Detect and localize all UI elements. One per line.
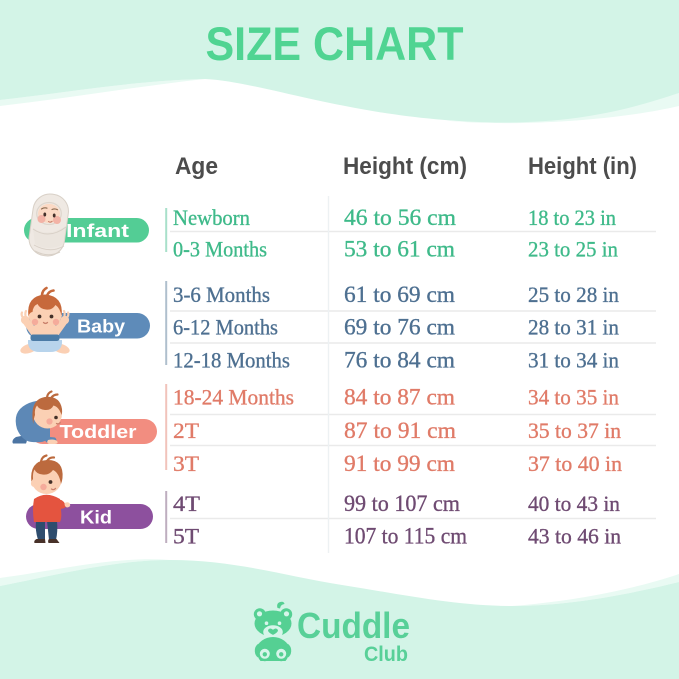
svg-text:18-24 Months: 18-24 Months <box>173 385 294 410</box>
svg-text:Infant: Infant <box>66 221 129 241</box>
svg-text:Newborn: Newborn <box>173 205 250 230</box>
svg-text:34 to 35 in: 34 to 35 in <box>528 385 619 410</box>
svg-text:46 to 56 cm: 46 to 56 cm <box>344 205 456 231</box>
svg-text:87 to 91 cm: 87 to 91 cm <box>344 418 456 444</box>
svg-text:Club: Club <box>364 643 408 666</box>
svg-text:43 to 46 in: 43 to 46 in <box>528 523 621 548</box>
svg-text:Height (cm): Height (cm) <box>343 153 467 180</box>
svg-text:23 to 25 in: 23 to 25 in <box>528 236 618 261</box>
svg-text:76 to 84 cm: 76 to 84 cm <box>344 348 455 374</box>
svg-text:0-3 Months: 0-3 Months <box>173 236 267 261</box>
svg-text:2T: 2T <box>173 418 199 443</box>
svg-text:31 to 34 in: 31 to 34 in <box>528 348 619 373</box>
svg-text:SIZE CHART: SIZE CHART <box>206 17 464 70</box>
svg-text:84 to 87 cm: 84 to 87 cm <box>344 385 455 411</box>
svg-text:35 to 37 in: 35 to 37 in <box>528 418 621 443</box>
svg-text:4T: 4T <box>173 491 200 516</box>
svg-text:28 to 31 in: 28 to 31 in <box>528 315 619 340</box>
svg-text:53 to 61 cm: 53 to 61 cm <box>344 236 455 262</box>
svg-text:Toddler: Toddler <box>60 422 137 442</box>
svg-text:61 to 69 cm: 61 to 69 cm <box>344 282 455 308</box>
svg-text:69 to 76 cm: 69 to 76 cm <box>344 315 455 341</box>
svg-text:3-6 Months: 3-6 Months <box>173 282 270 307</box>
svg-text:Kid: Kid <box>80 508 112 528</box>
svg-text:Cuddle: Cuddle <box>297 605 410 646</box>
svg-text:40 to 43 in: 40 to 43 in <box>528 491 620 516</box>
svg-text:18 to 23 in: 18 to 23 in <box>528 205 616 230</box>
svg-text:107 to 115 cm: 107 to 115 cm <box>344 523 467 549</box>
svg-text:Age: Age <box>175 153 218 180</box>
svg-text:6-12 Months: 6-12 Months <box>173 315 278 340</box>
svg-text:12-18 Months: 12-18 Months <box>173 348 290 373</box>
svg-text:25 to 28 in: 25 to 28 in <box>528 282 619 307</box>
svg-text:91 to 99 cm: 91 to 99 cm <box>344 451 455 477</box>
svg-text:Height (in): Height (in) <box>528 153 637 180</box>
svg-text:3T: 3T <box>173 451 199 476</box>
svg-text:Baby: Baby <box>77 317 125 337</box>
svg-text:99 to 107 cm: 99 to 107 cm <box>344 491 460 517</box>
svg-text:37 to 40 in: 37 to 40 in <box>528 451 622 476</box>
svg-text:5T: 5T <box>173 523 199 548</box>
